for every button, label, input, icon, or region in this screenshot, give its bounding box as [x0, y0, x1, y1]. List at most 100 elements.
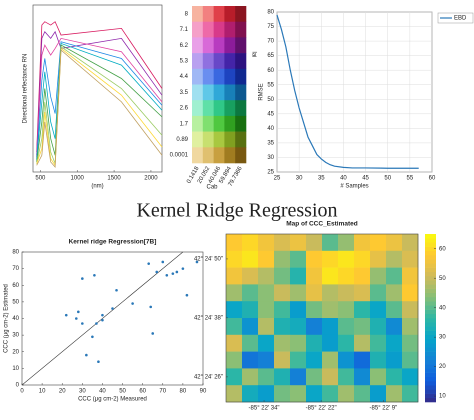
- heat-cell: [242, 318, 259, 336]
- heat-cell: [322, 284, 339, 302]
- color-cell: [202, 53, 214, 70]
- point: [115, 288, 118, 292]
- color-cell: [213, 68, 225, 85]
- line-series: [36, 47, 163, 167]
- point: [195, 260, 199, 264]
- heat-cell: [290, 334, 307, 352]
- y-axis-label: Directional reflectance RN: [23, 54, 29, 124]
- y-tick-label: 42° 24' 38": [194, 315, 223, 321]
- x-tick-label: 0: [20, 389, 24, 395]
- y-tick-label: 45: [267, 111, 274, 117]
- y-axis-label: CCC (μg cm-2) Estimated: [4, 284, 10, 353]
- color-cell: [213, 37, 225, 54]
- y-axis-label: lai: [250, 51, 256, 57]
- colorbar-step: [425, 263, 436, 268]
- heat-cell: [306, 234, 323, 252]
- color-cell: [224, 147, 236, 164]
- x-tick-label: 60: [429, 176, 436, 182]
- heat-cell: [274, 284, 291, 302]
- x-tick-label: 45: [362, 176, 369, 182]
- heat-cell: [258, 301, 275, 319]
- heat-cell: [338, 351, 355, 369]
- heat-cell: [290, 284, 307, 302]
- heat-cell: [226, 351, 243, 369]
- colorbar-label: 10: [439, 394, 446, 400]
- colorbar-step: [425, 297, 436, 302]
- heat-cell: [242, 368, 259, 386]
- point: [155, 270, 159, 274]
- heat-cell: [290, 250, 307, 268]
- color-cell: [235, 21, 247, 38]
- row-label: 0.89: [176, 137, 188, 143]
- color-cell: [202, 131, 214, 148]
- y-tick-label: 80: [267, 10, 274, 16]
- heat-cell: [370, 250, 387, 268]
- heat-cell: [290, 318, 307, 336]
- row-label: 3.5: [180, 90, 189, 96]
- point: [181, 267, 185, 270]
- color-cell: [235, 53, 247, 70]
- colorbar-step: [425, 250, 436, 256]
- row-label: 8: [185, 11, 189, 17]
- point: [185, 293, 189, 297]
- color-cell: [213, 6, 225, 22]
- heat-cell: [386, 250, 403, 268]
- color-cell: [235, 68, 247, 85]
- heat-cell: [226, 368, 243, 386]
- color-cell: [192, 68, 204, 85]
- heat-cell: [242, 351, 259, 369]
- heat-cell: [274, 250, 291, 268]
- y-tick-label: 50: [12, 299, 19, 305]
- row-label: 6.2: [180, 43, 189, 49]
- heat-cell: [402, 368, 419, 386]
- point: [97, 360, 100, 364]
- color-cell: [235, 37, 247, 54]
- color-cell: [224, 84, 236, 101]
- heat-cell: [338, 368, 355, 386]
- heat-cell: [258, 334, 275, 352]
- heat-cell: [322, 234, 339, 252]
- colorbar-label: 50: [439, 276, 446, 282]
- point: [75, 317, 78, 320]
- color-cell: [202, 84, 214, 101]
- colorbar-step: [425, 276, 436, 281]
- x-tick-label: 30: [79, 389, 86, 395]
- heat-cell: [370, 385, 387, 403]
- heat-cell: [290, 351, 307, 369]
- color-cell: [235, 100, 247, 117]
- heat-cell: [386, 234, 403, 252]
- x-tick-label: 70: [159, 389, 166, 395]
- color-cell: [192, 147, 204, 164]
- heat-cell: [290, 301, 307, 319]
- y-tick-label: 40: [267, 126, 274, 132]
- y-tick-label: 75: [267, 24, 274, 30]
- heat-cell: [242, 267, 259, 285]
- colorbar-step: [425, 334, 436, 340]
- point: [149, 305, 153, 309]
- heat-cell: [274, 368, 291, 386]
- heat-cell: [402, 284, 419, 302]
- colorbar-step: [425, 385, 436, 390]
- point: [165, 273, 169, 277]
- colorbar-step: [425, 267, 436, 273]
- y-tick-label: 60: [267, 68, 274, 74]
- color-cell: [213, 131, 225, 148]
- colorbar-step: [425, 242, 436, 247]
- x-tick-label: 1000: [71, 176, 85, 182]
- point: [93, 273, 96, 277]
- colorbar-step: [425, 309, 436, 315]
- color-cell: [235, 115, 247, 132]
- colorbar-step: [425, 292, 436, 298]
- color-cell: [202, 21, 214, 38]
- x-axis-label: Cab: [206, 185, 218, 191]
- heat-cell: [386, 284, 403, 302]
- heat-cell: [386, 267, 403, 285]
- heat-cell: [402, 301, 419, 319]
- point: [95, 322, 98, 325]
- x-tick-label: 55: [407, 176, 414, 182]
- heat-cell: [370, 234, 387, 252]
- heat-cell: [386, 318, 403, 336]
- row-label: 7.1: [180, 27, 189, 33]
- color-cell: [192, 100, 204, 117]
- heat-cell: [306, 301, 323, 319]
